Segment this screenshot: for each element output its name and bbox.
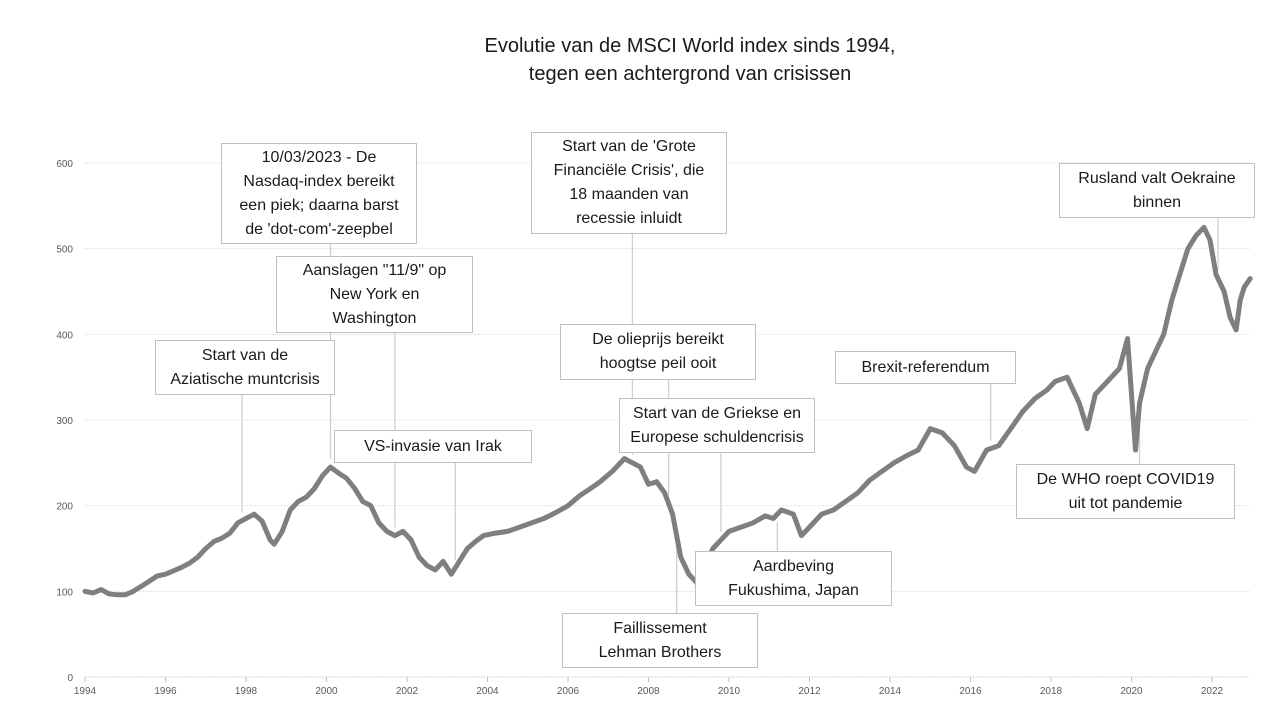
- annotation-text: Financiële Crisis', die: [553, 162, 705, 179]
- x-tick-label: 2004: [476, 686, 499, 697]
- annotation-text: Fukushima, Japan: [728, 581, 859, 599]
- annotation-text: Aardbeving: [753, 557, 834, 575]
- chart-title-line-2: tegen een achtergrond van crisissen: [528, 63, 852, 85]
- x-tick-label: 2008: [637, 686, 660, 697]
- x-axis: 1994 1996 1998 2000 2002 2004 2006 2008 2010 2012…: [74, 677, 1224, 697]
- x-tick-label: 2014: [879, 686, 902, 697]
- annotation-rusland-oekraine: Rusland valt Oekraine binnen: [1059, 163, 1255, 218]
- annotation-text: Lehman Brothers: [598, 643, 722, 661]
- x-tick-label: 2018: [1040, 686, 1063, 697]
- annotation-aanslagen-11-9: Aanslagen "11/9" op New York en Washingt…: [276, 256, 473, 333]
- y-tick-label: 400: [56, 330, 73, 341]
- annotation-lehman-brothers: Faillissement Lehman Brothers: [562, 613, 758, 668]
- annotation-fukushima: Aardbeving Fukushima, Japan: [695, 551, 892, 606]
- series-line-msci-world: [82, 224, 1253, 598]
- y-tick-label: 300: [56, 416, 73, 427]
- annotation-text: VS-invasie van Irak: [364, 437, 502, 455]
- annotation-text: Faillissement: [613, 619, 707, 637]
- annotation-text: uit tot pandemie: [1068, 494, 1183, 512]
- annotation-text: Aziatische muntcrisis: [170, 370, 320, 388]
- annotation-brexit-referendum: Brexit-referendum: [835, 351, 1016, 384]
- annotation-text: De olieprijs bereikt: [592, 331, 724, 348]
- x-tick-label: 2020: [1120, 686, 1143, 697]
- annotation-text: Washington: [332, 309, 417, 327]
- x-tick-label: 2006: [557, 686, 580, 697]
- annotation-griekse-schuldencrisis: Start van de Griekse en Europese schulde…: [619, 398, 815, 453]
- annotation-text: Europese schuldencrisis: [630, 428, 804, 446]
- annotation-text: de 'dot-com'-zeepbel: [245, 220, 393, 238]
- annotation-text: binnen: [1132, 193, 1182, 211]
- y-tick-label: 600: [56, 159, 73, 170]
- annotation-text: Rusland valt Oekraine: [1078, 169, 1236, 187]
- annotation-grote-financiele-crisis: Start van de 'Grote Financiële Crisis', …: [531, 132, 727, 234]
- annotation-text: Start van de Griekse en: [632, 404, 802, 422]
- annotation-text: een piek; daarna barst: [239, 196, 399, 214]
- y-tick-label: 100: [56, 587, 73, 598]
- annotation-text: Start van de: [201, 346, 289, 364]
- annotation-text: Start van de 'Grote: [562, 138, 696, 155]
- x-tick-label: 2012: [798, 686, 821, 697]
- annotation-invasie-irak: VS-invasie van Irak: [334, 430, 532, 463]
- annotation-text: Brexit-referendum: [861, 358, 990, 376]
- y-tick-label: 500: [56, 245, 73, 256]
- chart-title-line-1: Evolutie van de MSCI World index sinds 1…: [484, 35, 896, 57]
- annotation-aziatische-muntcrisis: Start van de Aziatische muntcrisis: [155, 340, 335, 395]
- x-tick-label: 1998: [235, 686, 258, 697]
- annotation-text: Nasdaq-index bereikt: [243, 172, 395, 190]
- chart-title: Evolutie van de MSCI World index sinds 1…: [0, 32, 1280, 88]
- x-tick-label: 1996: [154, 686, 177, 697]
- annotation-text: Aanslagen "11/9" op: [302, 261, 447, 279]
- annotation-text: New York en: [329, 285, 420, 303]
- x-tick-label: 2010: [718, 686, 741, 697]
- annotation-text: hoogtse peil ooit: [599, 355, 717, 372]
- annotation-text: De WHO roept COVID19: [1036, 470, 1215, 488]
- y-tick-label: 200: [56, 502, 73, 513]
- y-axis: 0 100 200 300 400 500 600: [56, 159, 73, 684]
- x-tick-label: 2000: [315, 686, 338, 697]
- x-tick-label: 2022: [1201, 686, 1224, 697]
- annotation-text: recessie inluidt: [576, 210, 682, 227]
- y-tick-label: 0: [67, 673, 73, 684]
- annotation-nasdaq-piek: 10/03/2023 - De Nasdaq-index bereikt een…: [221, 143, 417, 244]
- annotation-covid19-pandemie: De WHO roept COVID19 uit tot pandemie: [1016, 464, 1235, 519]
- x-tick-label: 2016: [959, 686, 982, 697]
- annotation-text: 10/03/2023 - De: [261, 148, 377, 166]
- x-tick-label: 2002: [396, 686, 419, 697]
- annotation-text: 18 maanden van: [569, 186, 689, 203]
- annotation-olieprijs: De olieprijs bereikt hoogtse peil ooit: [560, 324, 756, 380]
- x-tick-label: 1994: [74, 686, 97, 697]
